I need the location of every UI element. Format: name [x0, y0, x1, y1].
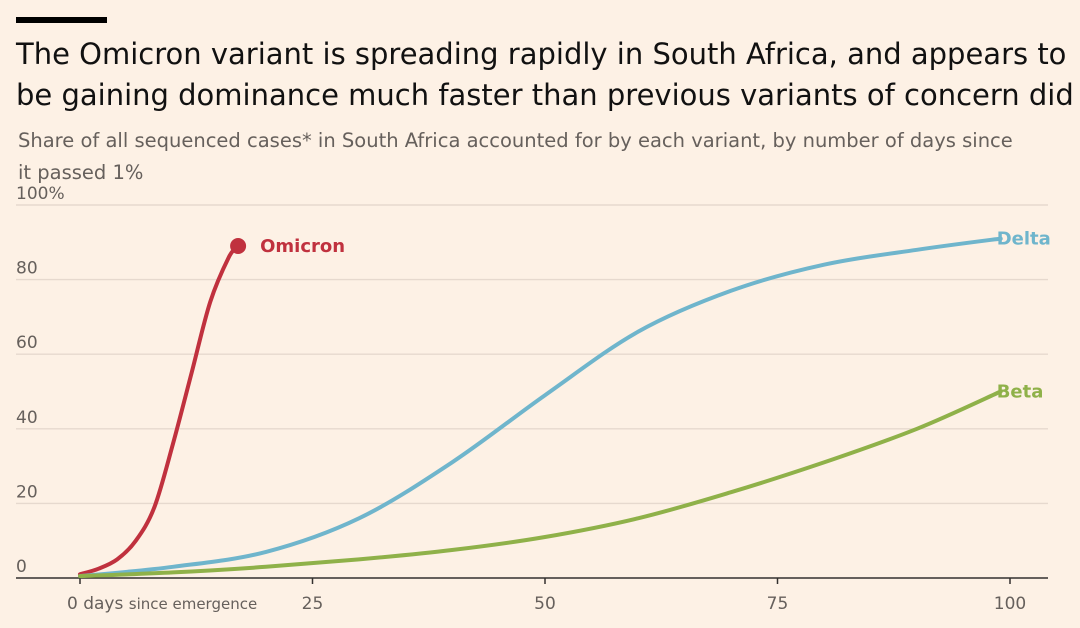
- delta-series-line: [78, 236, 1003, 579]
- x-tick-label: 100: [994, 594, 1026, 614]
- chart-subtitle: Share of all sequenced cases* in South A…: [18, 129, 1013, 184]
- gridlines: 100% 80 60 40 20 0 0 days since emergence 25 50 7…: [16, 184, 1048, 614]
- brand-bar: [16, 17, 107, 23]
- omicron-series-line: [78, 244, 241, 577]
- y-tick-label: 20: [16, 482, 38, 502]
- chart-title: The Omicron variant is spreading rapidly…: [16, 37, 1074, 112]
- y-tick-label: 60: [16, 333, 38, 353]
- omicron-series-label: Omicron: [260, 236, 345, 257]
- x-tick-label: 75: [767, 594, 789, 614]
- y-tick-label: 40: [16, 408, 38, 428]
- y-tick-label: 80: [16, 259, 38, 279]
- x-tick-label: 50: [534, 594, 556, 614]
- delta-series-label: Delta: [997, 229, 1051, 250]
- x-tick-label: 0 days since emergence: [67, 594, 257, 614]
- x-tick-label-suffix: since emergence: [129, 595, 257, 613]
- series-labels: Omicron Delta Beta: [260, 229, 1051, 403]
- y-tick-label: 100%: [16, 184, 65, 204]
- y-tick-label: 0: [16, 557, 27, 577]
- x-tick-label-main: 0 days: [67, 594, 129, 614]
- omicron-end-marker: [230, 238, 247, 255]
- beta-series-line: [78, 389, 1003, 579]
- x-tick-label: 25: [302, 594, 324, 614]
- beta-series-label: Beta: [997, 382, 1044, 403]
- series-lines: [78, 236, 1003, 579]
